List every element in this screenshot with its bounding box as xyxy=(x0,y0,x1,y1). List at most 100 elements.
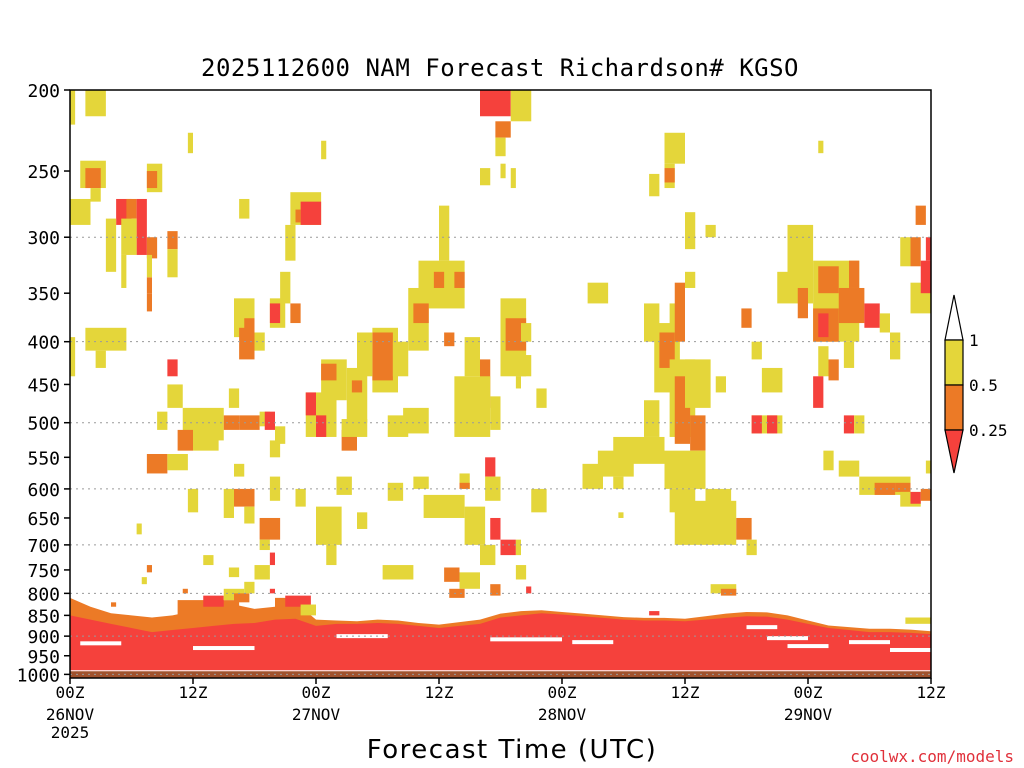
richardson-cell xyxy=(85,168,101,189)
richardson-cell xyxy=(685,359,711,408)
richardson-cell xyxy=(536,388,547,408)
richardson-cell xyxy=(910,237,921,267)
boundary-layer-gap xyxy=(336,634,388,639)
richardson-cell xyxy=(146,254,152,278)
richardson-cell xyxy=(157,411,168,430)
richardson-cell xyxy=(295,209,301,223)
richardson-cell xyxy=(85,90,106,117)
richardson-cell xyxy=(925,460,931,474)
credit-text: coolwx.com/models xyxy=(850,747,1014,766)
richardson-cell xyxy=(105,218,117,272)
richardson-cell xyxy=(316,506,342,545)
richardson-cell xyxy=(915,205,926,225)
richardson-cell xyxy=(818,346,829,377)
boundary-layer-gap xyxy=(767,636,808,641)
y-tick-label: 450 xyxy=(27,375,60,396)
richardson-cell xyxy=(167,359,178,377)
richardson-cell xyxy=(269,552,275,566)
y-tick-label: 300 xyxy=(27,228,60,249)
richardson-cell xyxy=(275,426,286,444)
richardson-cell xyxy=(879,313,890,333)
richardson-cell xyxy=(797,287,808,319)
richardson-cell xyxy=(485,457,496,477)
richardson-cell xyxy=(141,577,147,585)
richardson-cell xyxy=(321,140,327,160)
richardson-cell xyxy=(895,482,911,492)
legend-label: 1 xyxy=(969,331,979,350)
richardson-cell xyxy=(269,440,281,458)
y-tick-label: 600 xyxy=(27,480,60,501)
richardson-cell xyxy=(177,429,193,451)
richardson-cell xyxy=(223,415,240,430)
richardson-cell xyxy=(234,488,255,507)
richardson-cell xyxy=(290,303,301,324)
y-tick-label: 650 xyxy=(27,509,60,530)
richardson-cell xyxy=(649,173,660,197)
legend-swatch-orange xyxy=(944,384,964,431)
richardson-cell xyxy=(321,363,337,381)
richardson-cell xyxy=(685,271,696,288)
richardson-cell xyxy=(813,376,824,408)
richardson-cell xyxy=(500,163,506,179)
x-tick-label: 00Z xyxy=(56,683,85,702)
boundary-layer-gap xyxy=(849,640,890,645)
richardson-cell xyxy=(85,327,127,351)
richardson-cell xyxy=(382,565,414,580)
legend: 1 0.5 0.25 xyxy=(944,294,1008,474)
richardson-cell xyxy=(341,419,368,437)
richardson-cell xyxy=(705,488,732,518)
richardson-cell xyxy=(597,450,634,477)
richardson-cell xyxy=(920,488,931,501)
richardson-cell xyxy=(510,90,532,122)
boundary-layer-gap xyxy=(80,641,122,646)
richardson-cell xyxy=(690,415,706,451)
richardson-cell xyxy=(464,506,486,545)
richardson-cell xyxy=(95,350,106,368)
richardson-cell xyxy=(910,491,921,504)
richardson-cell xyxy=(295,488,306,507)
richardson-cell xyxy=(890,332,901,360)
richardson-cell xyxy=(746,539,757,556)
richardson-cell xyxy=(182,588,188,594)
x-tick-label: 00Z xyxy=(302,683,331,702)
y-tick-label: 200 xyxy=(27,81,60,102)
richardson-cell xyxy=(905,617,931,624)
richardson-cell xyxy=(244,581,255,594)
richardson-cell xyxy=(490,584,501,596)
richardson-cell xyxy=(720,588,737,596)
richardson-cell xyxy=(864,303,880,328)
plot-area xyxy=(70,90,931,678)
richardson-cell xyxy=(121,254,127,288)
richardson-cell xyxy=(920,260,931,294)
y-tick-label: 550 xyxy=(27,448,60,469)
richardson-cell xyxy=(459,473,470,489)
richardson-cell xyxy=(818,140,824,154)
richardson-cell xyxy=(464,337,480,377)
richardson-cell xyxy=(710,584,737,594)
richardson-cell xyxy=(126,198,137,219)
richardson-cell xyxy=(70,90,76,125)
richardson-cell xyxy=(618,512,624,518)
richardson-cell xyxy=(705,224,716,238)
x-tick-label: 00Z xyxy=(548,683,577,702)
y-tick-label: 850 xyxy=(27,606,60,627)
richardson-cell xyxy=(490,396,501,430)
richardson-cell xyxy=(582,463,603,489)
richardson-cell xyxy=(146,453,168,474)
richardson-cell xyxy=(413,476,429,489)
boundary-layer-gap xyxy=(787,644,829,649)
richardson-cell xyxy=(193,429,219,451)
richardson-cell xyxy=(234,463,245,477)
richardson-cell xyxy=(244,318,255,333)
richardson-cell xyxy=(203,555,214,566)
richardson-cell xyxy=(167,249,178,278)
richardson-cell xyxy=(449,588,465,598)
richardson-cell xyxy=(439,205,450,261)
x-tick-label: 12Z xyxy=(917,683,946,702)
richardson-cell xyxy=(874,482,896,495)
richardson-cell xyxy=(392,341,409,377)
richardson-cell xyxy=(372,332,393,381)
richardson-cell xyxy=(843,415,855,434)
richardson-cell xyxy=(444,332,455,347)
boundary-layer-gap xyxy=(490,637,562,642)
